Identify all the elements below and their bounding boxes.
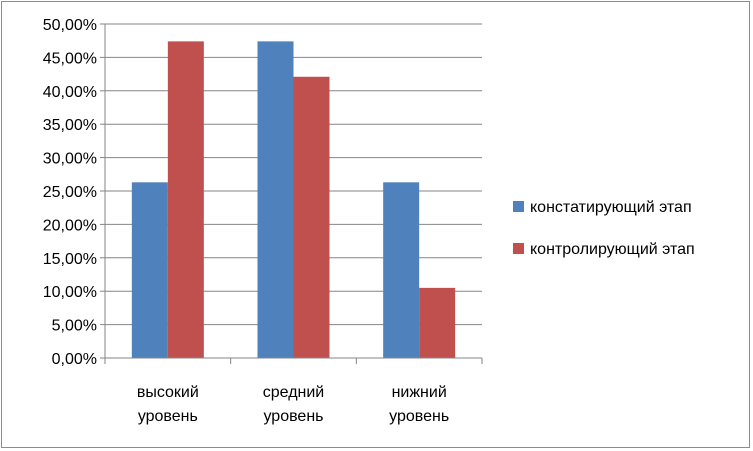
axes <box>104 24 483 364</box>
x-category-label-line: нижний <box>392 384 447 401</box>
x-category-label-line: высокий <box>137 384 199 401</box>
legend-label: констатирующий этап <box>530 199 692 216</box>
y-tick-label: 0,00% <box>52 351 97 368</box>
bars <box>131 41 456 358</box>
y-tick-label: 35,00% <box>43 117 97 134</box>
bar <box>293 76 330 358</box>
y-tick-label: 20,00% <box>43 217 97 234</box>
legend: констатирующий этап контролирующий этап <box>513 199 695 258</box>
y-tick-label: 45,00% <box>43 50 97 67</box>
bar <box>167 41 204 358</box>
y-tick-label: 10,00% <box>43 284 97 301</box>
y-tick-label: 25,00% <box>43 184 97 201</box>
x-category-label-line: уровень <box>263 408 323 425</box>
y-tick-label: 30,00% <box>43 151 97 168</box>
y-axis-ticks: 0,00% 5,00% 10,00% 15,00% 20,00% 25,00% 30,00%… <box>43 17 105 368</box>
x-category-label: нижний уровень <box>389 384 449 425</box>
x-category-label-line: уровень <box>389 408 449 425</box>
legend-label: контролирующий этап <box>530 241 695 258</box>
x-category-label: средний уровень <box>263 384 325 425</box>
bar <box>419 287 456 358</box>
y-tick-label: 15,00% <box>43 251 97 268</box>
bar <box>383 182 420 358</box>
bar <box>131 182 168 358</box>
x-axis-categories: высокий уровень средний уровень нижний уровен… <box>137 384 449 425</box>
x-category-label: высокий уровень <box>137 384 199 425</box>
y-tick-label: 50,00% <box>43 17 97 34</box>
legend-swatch <box>513 201 524 212</box>
x-category-label-line: уровень <box>138 408 198 425</box>
bar <box>257 41 294 358</box>
x-category-label-line: средний <box>263 384 325 401</box>
y-tick-label: 40,00% <box>43 84 97 101</box>
legend-swatch <box>513 243 524 254</box>
y-tick-label: 5,00% <box>52 318 97 335</box>
